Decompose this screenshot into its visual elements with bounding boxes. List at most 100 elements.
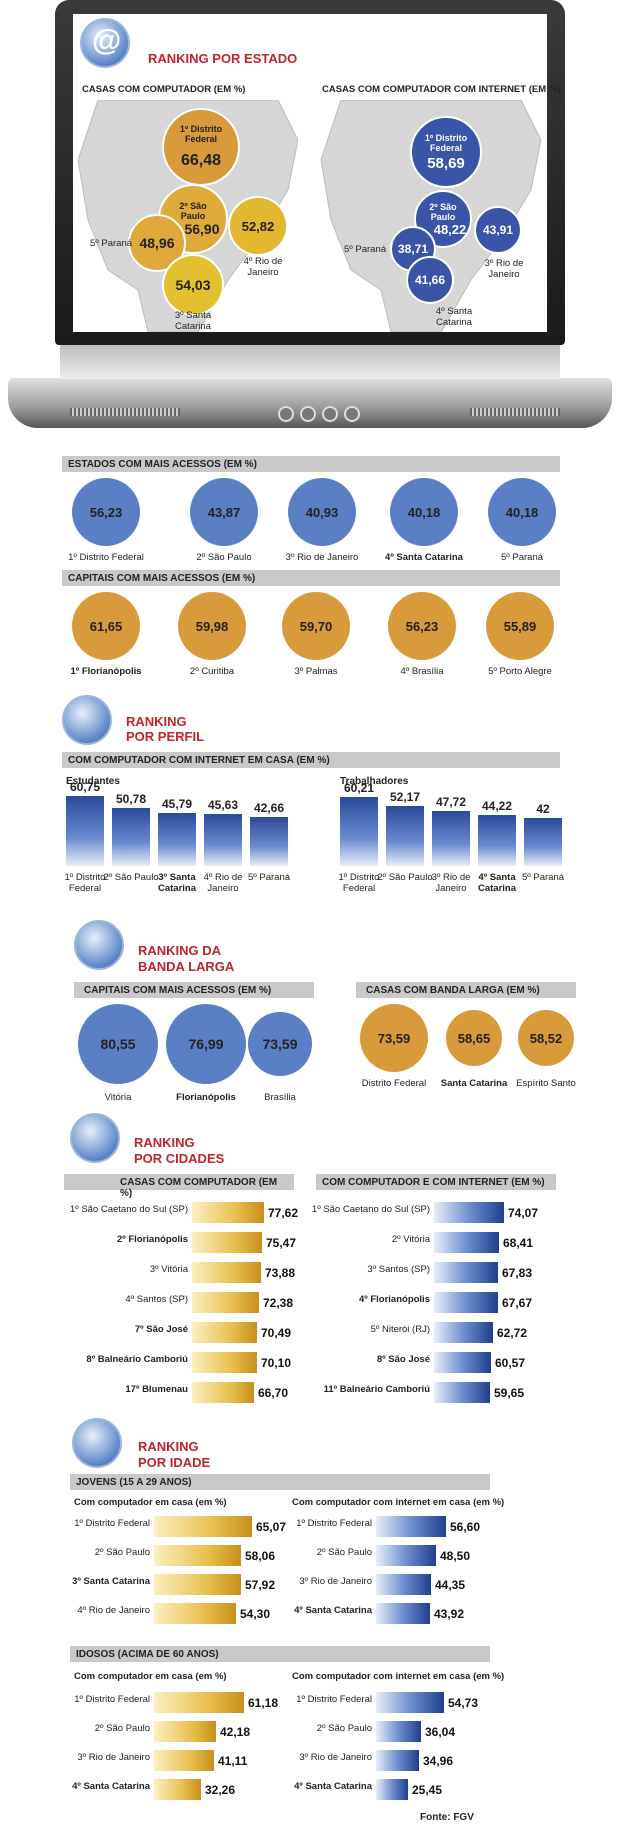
- bar: [154, 1779, 201, 1800]
- bar-label: 3º Rio de Janeiro: [299, 1752, 372, 1763]
- laptop-button: [322, 406, 338, 422]
- estudantes-bar: [66, 796, 104, 866]
- bar-value: 58,06: [245, 1549, 276, 1563]
- estudantes-bar-label: 5º Paraná: [247, 872, 291, 883]
- bar-value: 72,38: [263, 1296, 294, 1310]
- banda-capitais-circle: 76,99: [166, 1004, 246, 1084]
- bar-label: 1º Distrito Federal: [296, 1694, 372, 1705]
- bar: [192, 1352, 257, 1373]
- map1-circle-rj: 52,82: [228, 196, 288, 256]
- bar-label: 3º Vitória: [149, 1264, 188, 1275]
- bar: [376, 1516, 446, 1537]
- map1-title: CASAS COM COMPUTADOR (EM %): [82, 84, 246, 95]
- capitais_acessos-value: 55,89: [503, 618, 537, 634]
- cidades-title-1: RANKING: [134, 1135, 195, 1150]
- bar: [376, 1603, 430, 1624]
- capitais-acessos-title: CAPITAIS COM MAIS ACESSOS (EM %): [62, 570, 560, 586]
- laptop-button: [344, 406, 360, 422]
- capitais_acessos-circle: 55,89: [486, 592, 554, 660]
- bar-value: 25,45: [412, 1783, 443, 1797]
- bar-value: 67,67: [502, 1296, 533, 1310]
- banda-capitais-circle: 73,59: [248, 1012, 312, 1076]
- idosos-left-title: Com computador em casa (em %): [74, 1671, 227, 1682]
- estudantes-bar-value: 45,79: [161, 797, 193, 811]
- bar-label: 3º Santa Catarina: [72, 1576, 150, 1587]
- trabalhadores-bar: [432, 811, 470, 866]
- bar: [192, 1232, 262, 1253]
- estudantes-bar-value: 50,78: [115, 792, 147, 806]
- bar: [434, 1322, 493, 1343]
- idade-title-1: RANKING: [138, 1439, 199, 1454]
- banda-casas-circle: 58,52: [518, 1010, 574, 1066]
- bar-label: 8º Balneário Camboriú: [86, 1354, 188, 1365]
- banda-capitais-label: Florianópolis: [176, 1092, 236, 1103]
- estados_acessos-label: 1º Distrito Federal: [68, 552, 144, 563]
- trabalhadores-bar: [340, 797, 378, 866]
- jovens-right-title: Com computador com internet em casa (em …: [292, 1497, 505, 1508]
- laptop-speaker-left: [70, 408, 180, 416]
- estados_acessos-value: 40,18: [505, 504, 539, 520]
- trabalhadores-bar-value: 44,22: [481, 799, 513, 813]
- bar-label: 4º Santa Catarina: [72, 1781, 150, 1792]
- bar: [434, 1292, 498, 1313]
- estados_acessos-circle: 40,18: [390, 478, 458, 546]
- trabalhadores-title: Trabalhadores: [340, 776, 409, 787]
- capitais_acessos-circle: 59,70: [282, 592, 350, 660]
- estados_acessos-label: 2º São Paulo: [196, 552, 252, 563]
- estados_acessos-value: 56,23: [89, 504, 123, 520]
- person-cursor-icon: [72, 1418, 122, 1468]
- bar-label: 4º Rio de Janeiro: [77, 1605, 150, 1616]
- estados-acessos-title: ESTADOS COM MAIS ACESSOS (EM %): [62, 456, 560, 472]
- trabalhadores-bar-label: 5º Paraná: [521, 872, 565, 883]
- estado-title: RANKING POR ESTADO: [148, 51, 298, 66]
- trabalhadores-bar-label: 3º Rio de Janeiro: [431, 872, 471, 894]
- bar: [376, 1692, 444, 1713]
- estudantes-bar: [250, 817, 288, 866]
- bar: [154, 1574, 241, 1595]
- bar-label: 1º São Caetano do Sul (SP): [69, 1204, 188, 1215]
- map2-circle-sc: 41,66: [406, 256, 454, 304]
- bar-label: 3º Santos (SP): [367, 1264, 430, 1275]
- bar: [154, 1721, 216, 1742]
- laptop-hinge: [60, 345, 560, 379]
- map1-label-sc: 3º Santa Catarina: [174, 310, 212, 332]
- map2-label-rj: 3º Rio de Janeiro: [484, 258, 524, 280]
- bar-label: 4º Florianópolis: [358, 1294, 430, 1305]
- banda-casas-circle: 73,59: [360, 1004, 428, 1072]
- estudantes-bar-label: 3º Santa Catarina: [157, 872, 196, 894]
- bar-label: 1º Distrito Federal: [74, 1694, 150, 1705]
- estudantes-bar: [204, 814, 242, 866]
- capitais_acessos-label: 4º Brasília: [400, 666, 444, 677]
- bar-value: 70,49: [261, 1326, 292, 1340]
- banda-casas-value: 73,59: [377, 1030, 411, 1046]
- banda-casas-value: 58,65: [457, 1030, 491, 1046]
- bar-label: 2º Florianópolis: [116, 1234, 188, 1245]
- map2-label-sc: 4º Santa Catarina: [435, 306, 473, 328]
- bar-value: 61,18: [248, 1696, 279, 1710]
- trabalhadores-bar-value: 60,21: [343, 781, 375, 795]
- estudantes-bar: [158, 813, 196, 866]
- estudantes-bar-label: 2º São Paulo: [103, 872, 159, 883]
- bar-label: 4º Santos (SP): [125, 1294, 188, 1305]
- bar: [154, 1603, 236, 1624]
- map2-label-pr: 5º Paraná: [343, 244, 387, 255]
- monitor-cursor-icon: [74, 920, 124, 970]
- map1-circle-sc: 54,03: [162, 254, 224, 316]
- banda-casas-title: CASAS COM BANDA LARGA (EM %): [356, 982, 576, 998]
- banda-casas-label: Espírito Santo: [516, 1078, 576, 1089]
- bar-value: 68,41: [503, 1236, 534, 1250]
- bar-label: 11º Balneário Camboriú: [323, 1384, 430, 1395]
- bar-value: 41,11: [218, 1754, 248, 1768]
- estados_acessos-value: 40,18: [407, 504, 441, 520]
- bar-label: 2º São Paulo: [316, 1547, 372, 1558]
- estados_acessos-circle: 40,93: [288, 478, 356, 546]
- map2-circle-df: 1º Distrito Federal 58,69: [410, 116, 482, 188]
- bar: [434, 1202, 504, 1223]
- idosos-title: IDOSOS (ACIMA DE 60 ANOS): [70, 1646, 490, 1662]
- estados_acessos-label: 4º Santa Catarina: [385, 552, 463, 563]
- bar-label: 4º Santa Catarina: [294, 1781, 372, 1792]
- bar: [376, 1574, 431, 1595]
- estudantes-bar-value: 45,63: [207, 798, 239, 812]
- bar-value: 43,92: [434, 1607, 465, 1621]
- bar-value: 54,30: [240, 1607, 271, 1621]
